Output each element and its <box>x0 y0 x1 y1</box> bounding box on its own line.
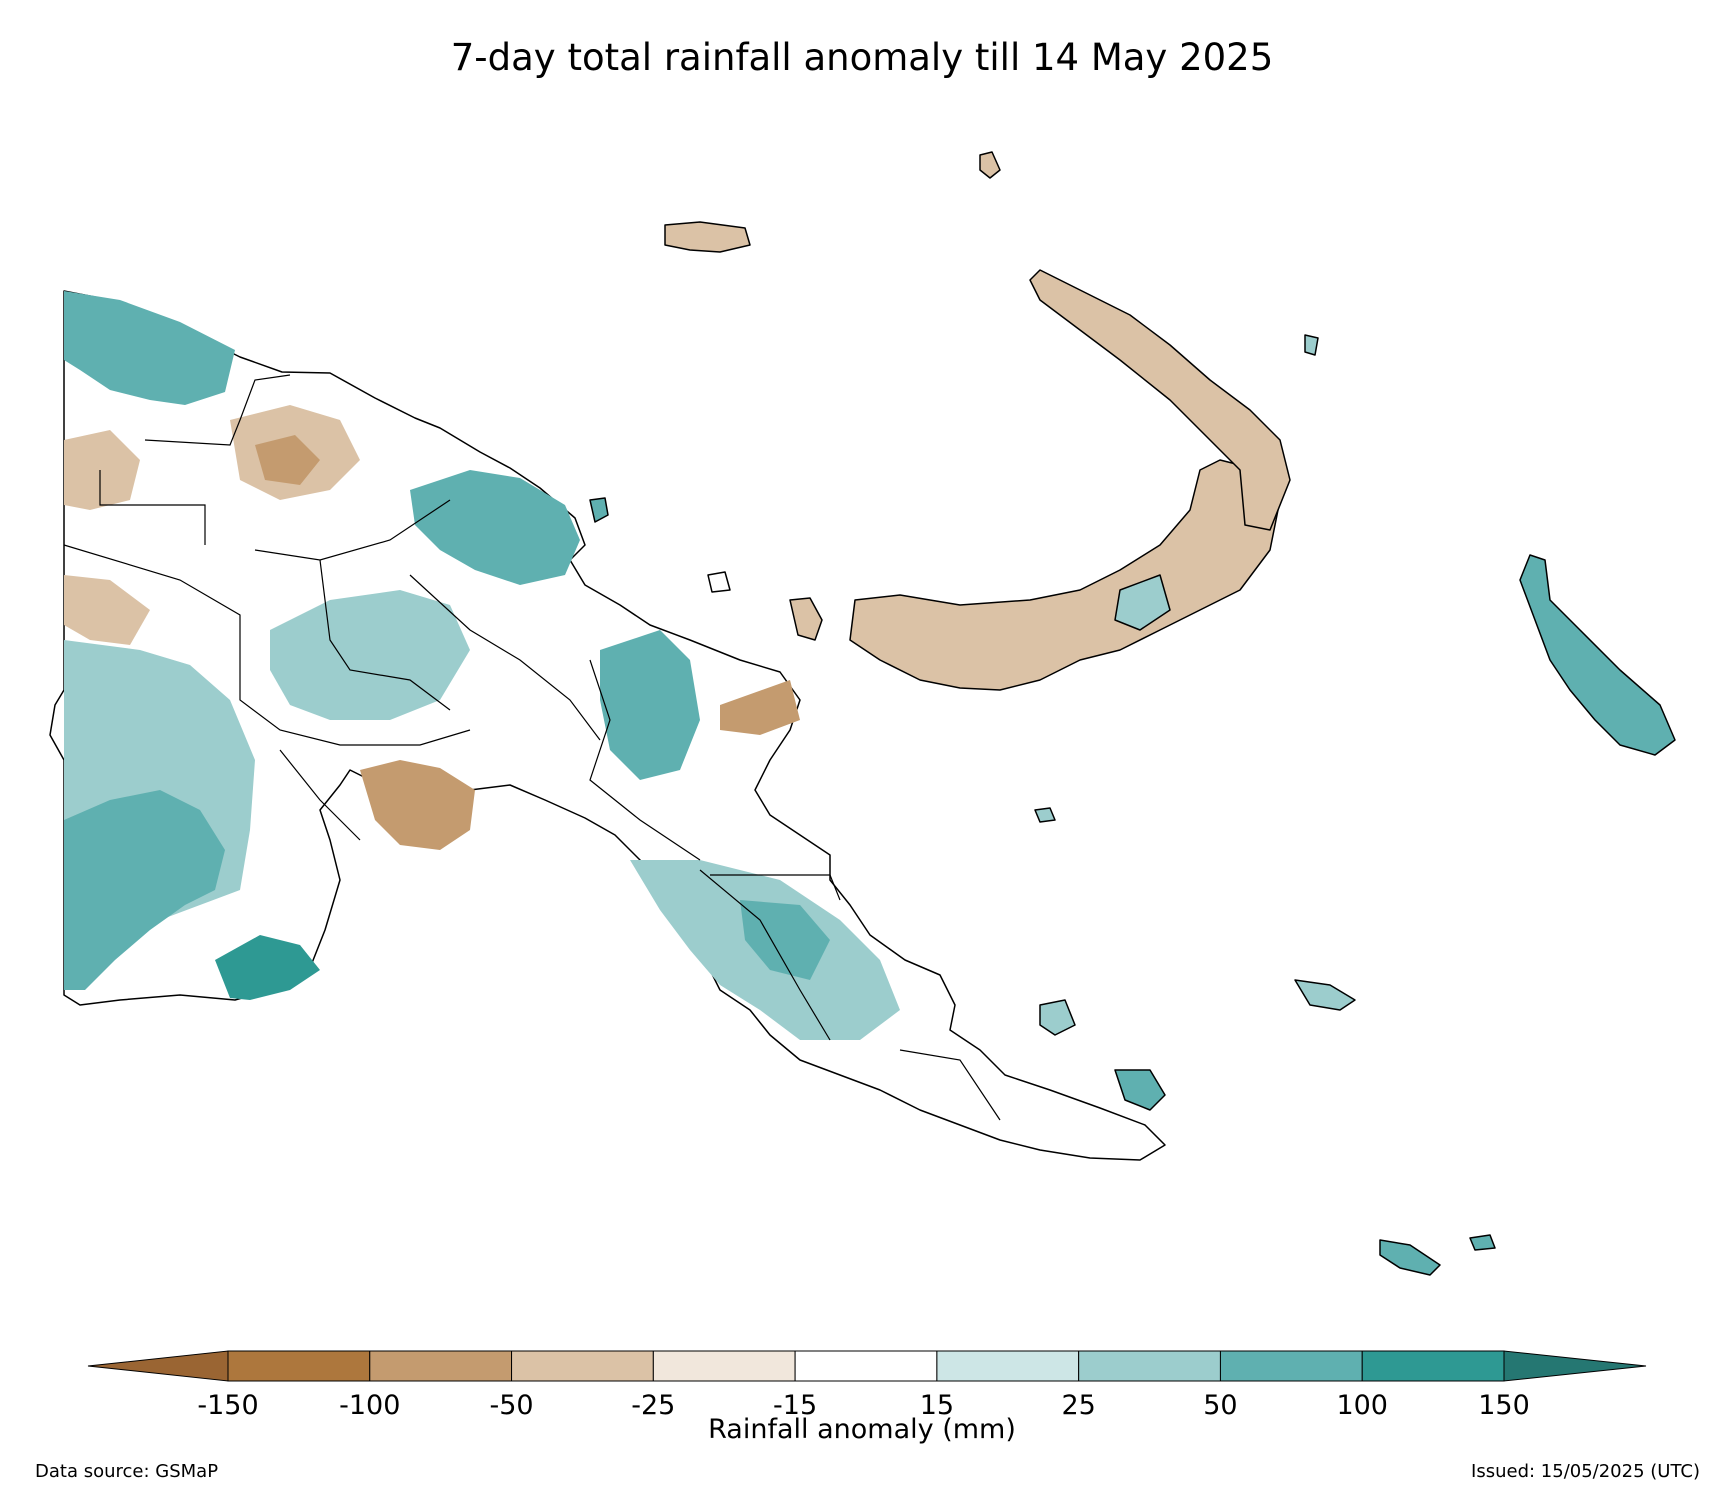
boundary-line <box>710 874 841 901</box>
boundary-line <box>99 470 206 545</box>
colorbar-label: Rainfall anomaly (mm) <box>708 1414 1016 1445</box>
boundary-line <box>279 749 361 841</box>
dentrecasteaux-island <box>1114 1069 1166 1111</box>
map-title: 7-day total rainfall anomaly till 14 May… <box>450 36 1274 79</box>
colorbar-tick-label: -150 <box>197 1390 258 1421</box>
boundary-line <box>699 869 831 1041</box>
colorbar-tick-label: 150 <box>1478 1390 1530 1421</box>
colorbar-tick-label: -50 <box>490 1390 534 1421</box>
colorbar-bin <box>652 1350 796 1382</box>
colorbar-bin <box>227 1350 371 1382</box>
boundary-line <box>319 559 451 711</box>
milne-bay-island-2 <box>1469 1234 1496 1251</box>
negative-madang <box>720 680 800 735</box>
small-island-5 <box>1304 334 1319 356</box>
trobriand-island <box>1039 999 1076 1036</box>
boundary-line <box>589 659 701 861</box>
colorbar-bin <box>369 1350 513 1382</box>
boundary-line <box>63 544 471 746</box>
small-island-4 <box>707 571 731 593</box>
new-ireland <box>1029 269 1291 531</box>
positive-northwest <box>64 291 235 405</box>
issued-date: Issued: 15/05/2025 (UTC) <box>1471 1461 1700 1482</box>
very-strong-positive-south <box>215 935 320 1000</box>
colorbar-tick-label: -25 <box>631 1390 675 1421</box>
umboi-island <box>789 597 823 641</box>
colorbar-ticks: -150 -100 -50 -25 -15 15 25 50 100 150 <box>197 1390 1529 1421</box>
colorbar-bin <box>511 1350 654 1382</box>
small-island-3 <box>1034 807 1056 823</box>
positive-sepik <box>410 470 580 585</box>
strong-positive-west <box>64 790 225 990</box>
colorbar-bin <box>1361 1350 1505 1382</box>
woodlark-island <box>1294 979 1356 1011</box>
boundary-line <box>254 499 451 561</box>
colorbar-extend-low <box>87 1350 229 1382</box>
islands <box>589 151 1676 1276</box>
province-boundaries <box>63 374 1001 1121</box>
small-island-1 <box>979 151 1001 179</box>
bougainville <box>1519 554 1676 756</box>
boundary-line <box>144 374 291 446</box>
colorbar-tick-label: -15 <box>773 1390 817 1421</box>
negative-gulf <box>360 760 475 850</box>
data-source: Data source: GSMaP <box>35 1461 219 1482</box>
colorbar-extend-high <box>1503 1350 1647 1382</box>
colorbar-tick-label: -100 <box>339 1390 400 1421</box>
colorbar-bins <box>87 1350 1647 1382</box>
colorbar-tick-label: 50 <box>1203 1390 1237 1421</box>
colorbar-tick-label: 15 <box>920 1390 954 1421</box>
boundary-line <box>409 574 601 741</box>
negative-west-2 <box>64 575 150 645</box>
negative-sandaun-core <box>255 435 320 485</box>
colorbar-bin <box>1219 1350 1363 1382</box>
new-britain <box>849 459 1281 691</box>
colorbar-bin <box>936 1350 1080 1382</box>
boundary-line <box>899 1049 1001 1121</box>
new-britain-east-positive <box>1114 574 1171 631</box>
small-island-2 <box>589 497 609 523</box>
colorbar-tick-label: 100 <box>1336 1390 1388 1421</box>
positive-oro <box>740 900 830 980</box>
colorbar-tick-label: 25 <box>1061 1390 1095 1421</box>
milne-bay-island-1 <box>1379 1239 1441 1276</box>
negative-west <box>64 430 140 510</box>
colorbar-bin <box>1078 1350 1221 1382</box>
manus <box>664 221 751 253</box>
colorbar-bin <box>794 1350 938 1382</box>
positive-morobe <box>600 630 700 780</box>
